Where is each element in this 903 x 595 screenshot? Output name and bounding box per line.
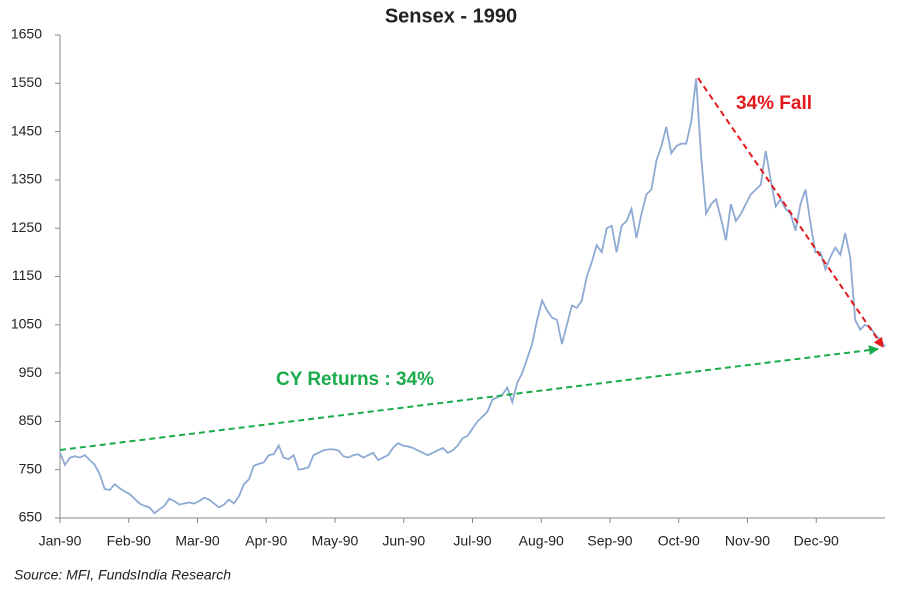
y-tick-label: 1250 bbox=[11, 219, 42, 235]
fall-arrow bbox=[697, 77, 884, 348]
y-tick-label: 1650 bbox=[11, 26, 42, 42]
chart-title: Sensex - 1990 bbox=[385, 5, 517, 27]
y-tick-label: 1350 bbox=[11, 171, 42, 187]
x-tick-label: Dec-90 bbox=[794, 533, 839, 549]
fall-label: 34% Fall bbox=[736, 93, 812, 114]
y-tick-label: 1150 bbox=[12, 267, 42, 283]
y-tick-label: 950 bbox=[19, 364, 43, 380]
x-tick-label: Mar-90 bbox=[175, 533, 220, 549]
x-tick-label: Jan-90 bbox=[39, 533, 82, 549]
y-tick-label: 1550 bbox=[11, 74, 42, 90]
x-tick-label: Feb-90 bbox=[107, 533, 152, 549]
source: Source: MFI, FundsIndia Research bbox=[14, 567, 231, 583]
x-tick-label: May-90 bbox=[312, 533, 359, 549]
returns-label: CY Returns : 34% bbox=[276, 369, 434, 390]
x-tick-label: Oct-90 bbox=[658, 533, 700, 549]
y-tick-label: 1050 bbox=[11, 316, 42, 332]
y-tick-label: 1450 bbox=[11, 122, 42, 138]
returns-arrow bbox=[59, 345, 879, 451]
x-tick-label: Sep-90 bbox=[587, 533, 632, 549]
x-tick-label: Nov-90 bbox=[725, 533, 770, 549]
x-tick-label: Apr-90 bbox=[245, 533, 287, 549]
x-tick-label: Aug-90 bbox=[519, 533, 564, 549]
price-line bbox=[59, 78, 886, 515]
y-tick-label: 650 bbox=[19, 509, 43, 525]
x-tick-label: Jul-90 bbox=[453, 533, 491, 549]
x-tick-label: Jun-90 bbox=[382, 533, 425, 549]
y-tick-label: 750 bbox=[19, 460, 43, 476]
y-tick-label: 850 bbox=[19, 412, 43, 428]
